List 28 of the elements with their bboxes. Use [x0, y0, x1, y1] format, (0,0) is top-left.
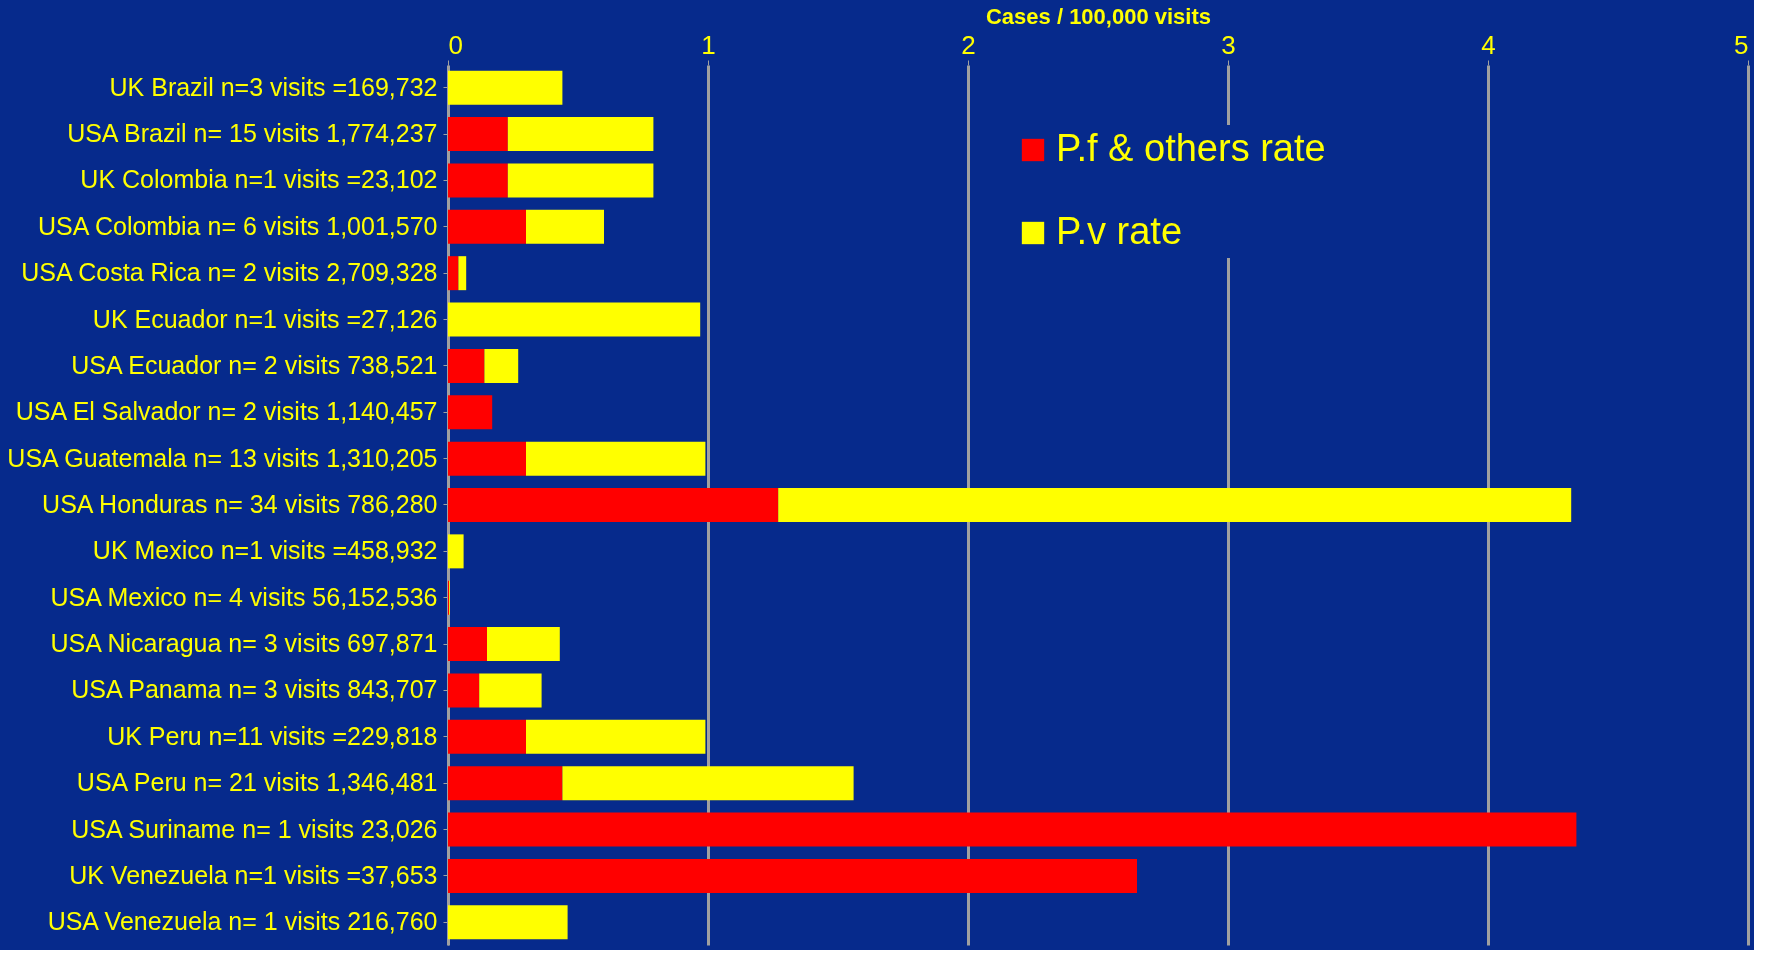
y-tick-label: USA Brazil n= 15 visits 1,774,237 — [67, 119, 438, 148]
y-tick-label: USA Colombia n= 6 visits 1,001,570 — [37, 211, 438, 240]
y-tick-label: USA Mexico n= 4 visits 56,152,536 — [50, 582, 438, 611]
y-tick-label: USA Costa Rica n= 2 visits 2,709,328 — [21, 258, 438, 287]
y-tick-label: USA Venezuela n= 1 visits 216,760 — [47, 907, 438, 936]
x-tick-label: 0 — [448, 29, 463, 60]
x-tick-label: 3 — [1221, 29, 1236, 60]
y-tick-label: USA El Salvador n= 2 visits 1,140,457 — [15, 397, 438, 426]
y-tick-label: UK Colombia n=1 visits =23,102 — [80, 165, 438, 194]
legend-label: P.f & others rate — [1056, 127, 1326, 169]
y-tick-label: UK Ecuador n=1 visits =27,126 — [92, 304, 438, 333]
x-tick-label: 5 — [1734, 29, 1749, 60]
y-tick-label: USA Guatemala n= 13 visits 1,310,205 — [7, 443, 438, 472]
y-tick-label: USA Nicaragua n= 3 visits 697,871 — [50, 629, 438, 658]
y-tick-label: UK Peru n=11 visits =229,818 — [107, 721, 438, 750]
y-tick-label: UK Brazil n=3 visits =169,732 — [109, 72, 438, 101]
y-tick-label: UK Mexico n=1 visits =458,932 — [92, 536, 438, 565]
y-tick-label: USA Peru n= 21 visits 1,346,481 — [76, 768, 438, 797]
y-tick-label: USA Ecuador n= 2 visits 738,521 — [71, 350, 438, 379]
y-tick-label: USA Suriname n= 1 visits 23,026 — [71, 814, 438, 843]
x-tick-label: 2 — [961, 29, 976, 60]
x-tick-label: 1 — [701, 29, 716, 60]
y-tick-label: UK Venezuela n=1 visits =37,653 — [69, 860, 438, 889]
y-tick-label: USA Panama n= 3 visits 843,707 — [71, 675, 438, 704]
legend-label: P.v rate — [1056, 210, 1183, 252]
y-tick-label: USA Honduras n= 34 visits 786,280 — [42, 490, 438, 518]
x-axis-title: Cases / 100,000 visits — [985, 3, 1212, 29]
x-tick-label: 4 — [1481, 29, 1496, 60]
